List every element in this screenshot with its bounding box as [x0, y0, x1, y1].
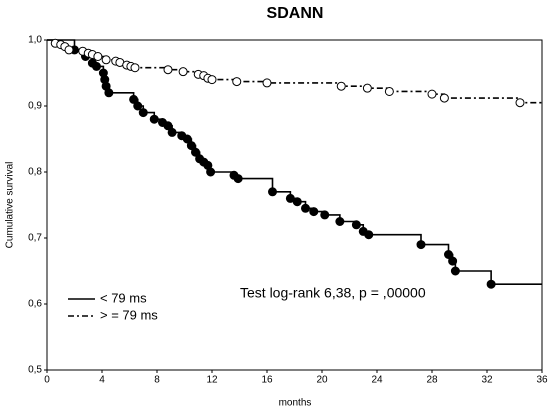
censor-marker [384, 86, 394, 96]
censor-marker [191, 147, 200, 157]
censor-marker [232, 77, 242, 87]
censor-marker [104, 88, 114, 98]
censor-marker [207, 75, 217, 85]
censor-marker [133, 101, 143, 111]
censor-marker [163, 121, 173, 131]
censor-marker [486, 279, 496, 289]
censor-marker [416, 240, 426, 250]
censor-marker [444, 250, 453, 259]
y-tick-label: 1,0 [28, 35, 42, 46]
plot-frame [46, 39, 543, 371]
censor-marker [351, 220, 361, 230]
censor-marker [233, 174, 243, 184]
censor-marker [515, 98, 525, 108]
censor-marker [362, 83, 372, 93]
x-tick-label: 8 [154, 375, 160, 386]
censor-marker [427, 89, 437, 99]
censor-marker [364, 230, 374, 240]
censor-marker [93, 52, 103, 61]
annotation: Test log-rank 6,38, p = ,00000 [240, 285, 426, 301]
censor-marker [186, 141, 196, 151]
y-axis-label: Cumulative survival [5, 162, 16, 249]
censor-marker [138, 108, 148, 118]
censor-marker [292, 197, 302, 207]
y-tick-label: 0,8 [28, 167, 42, 178]
x-tick-label: 4 [99, 375, 105, 386]
x-tick-label: 0 [44, 375, 50, 386]
censor-marker [439, 93, 449, 103]
y-tick-label: 0,7 [28, 233, 42, 244]
censor-marker [301, 203, 310, 213]
censor-marker [129, 94, 139, 104]
censor-marker [336, 81, 346, 91]
censor-marker [167, 127, 177, 137]
y-tick-label: 0,6 [28, 299, 42, 310]
censor-marker [182, 134, 192, 144]
censor-marker [130, 63, 140, 73]
legend-label: > = 79 ms [100, 307, 158, 322]
x-tick-label: 36 [536, 375, 548, 386]
censor-marker [320, 210, 330, 220]
x-tick-label: 20 [316, 375, 328, 386]
censor-marker [101, 55, 111, 65]
x-axis-label: months [279, 398, 312, 408]
censor-marker [149, 114, 159, 124]
censor-marker [262, 78, 272, 88]
censor-marker [448, 256, 458, 266]
x-tick-label: 16 [261, 375, 273, 386]
censor-marker [178, 67, 188, 77]
x-tick-label: 24 [371, 375, 383, 386]
censor-marker [335, 217, 345, 226]
x-tick-label: 28 [426, 375, 438, 386]
censor-marker [268, 187, 277, 197]
x-tick-label: 12 [206, 375, 218, 386]
y-tick-label: 0,5 [28, 365, 42, 376]
censor-marker [64, 45, 74, 55]
censor-marker [206, 167, 216, 177]
x-tick-label: 32 [481, 375, 493, 386]
legend-label: < 79 ms [100, 290, 147, 305]
censor-marker [163, 65, 173, 75]
censor-marker [92, 61, 101, 71]
censor-marker [309, 207, 319, 217]
censor-marker [450, 266, 460, 276]
y-tick-label: 0,9 [28, 101, 42, 112]
chart-title: SDANN [267, 5, 324, 22]
